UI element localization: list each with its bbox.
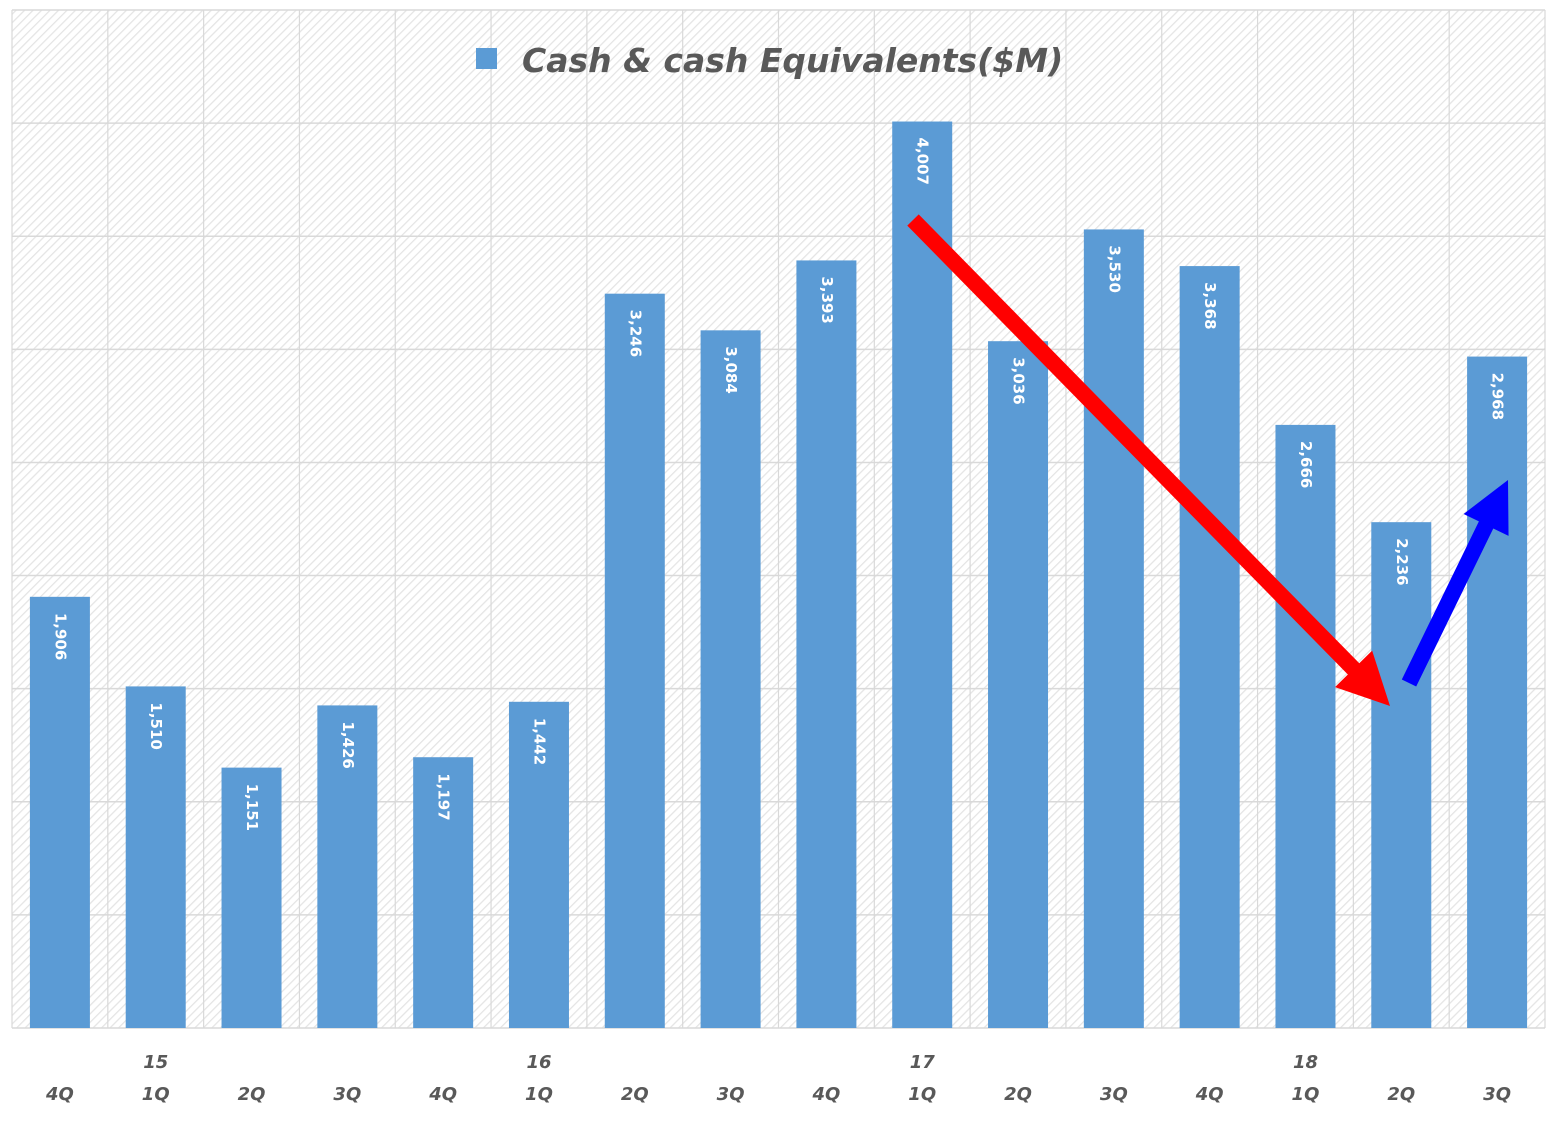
blue-up-arrow	[1401, 480, 1509, 687]
x-tick-quarter: 1Q	[142, 1084, 170, 1105]
data-label: 2,236	[1393, 538, 1411, 585]
x-tick-year: 18	[1293, 1052, 1318, 1073]
annotation-arrows	[907, 214, 1509, 707]
data-label: 4,007	[914, 138, 932, 185]
bar	[604, 293, 665, 1028]
x-tick-quarter: 3Q	[1483, 1084, 1511, 1105]
x-tick-quarter: 2Q	[1004, 1084, 1032, 1105]
x-tick-year: 15	[143, 1052, 168, 1073]
data-label: 3,393	[818, 276, 836, 323]
bar	[508, 701, 569, 1028]
data-label: 3,246	[626, 310, 644, 357]
x-tick-year: 17	[910, 1052, 936, 1073]
chart-title: Cash & cash Equivalents($M)	[522, 41, 1063, 80]
bar	[1467, 356, 1528, 1028]
bar	[317, 705, 378, 1028]
x-tick-quarter: 1Q	[908, 1084, 936, 1105]
x-tick-quarter: 4Q	[428, 1084, 457, 1105]
data-label: 3,530	[1105, 245, 1123, 292]
x-tick-quarter: 3Q	[717, 1084, 745, 1105]
x-tick-quarter: 3Q	[333, 1084, 361, 1105]
bar	[221, 767, 282, 1028]
x-tick-quarter: 4Q	[1195, 1084, 1224, 1105]
data-label: 1,151	[243, 784, 261, 831]
data-label: 1,426	[339, 721, 357, 768]
data-label: 3,368	[1201, 282, 1219, 329]
bar	[892, 121, 953, 1028]
data-label: 1,510	[147, 702, 165, 749]
data-label: 2,968	[1489, 373, 1507, 420]
x-tick-year: 16	[526, 1052, 551, 1073]
bar	[29, 596, 90, 1028]
x-tick-quarter: 2Q	[238, 1084, 266, 1105]
legend-swatch	[476, 48, 497, 69]
data-label: 2,666	[1297, 441, 1315, 488]
bars: 1,906 1,510 1,151 1,426 1,197 1,442 3,246 3,084…	[29, 121, 1528, 1029]
x-tick-quarter: 2Q	[621, 1084, 649, 1105]
x-axis: 4Q 15 1Q 2Q 3Q 4Q 16 1Q 2Q 3Q 4Q 17 1Q 2Q 3Q 4Q 18 1Q 2Q 3Q	[45, 1052, 1511, 1105]
data-label: 1,442	[530, 718, 548, 765]
bar	[988, 341, 1049, 1028]
x-tick-quarter: 4Q	[45, 1084, 74, 1105]
bar	[1371, 522, 1432, 1028]
bar	[700, 330, 761, 1028]
data-label: 3,084	[722, 346, 740, 393]
bar	[1179, 266, 1240, 1028]
data-label: 1,906	[51, 613, 69, 660]
x-tick-quarter: 1Q	[525, 1084, 553, 1105]
bar	[1275, 424, 1336, 1028]
x-tick-quarter: 1Q	[1292, 1084, 1320, 1105]
data-label: 1,197	[435, 773, 453, 820]
data-label: 3,036	[1010, 357, 1028, 404]
legend: Cash & cash Equivalents($M)	[476, 41, 1063, 80]
bar	[796, 260, 857, 1029]
x-tick-quarter: 2Q	[1387, 1084, 1415, 1105]
bar	[125, 686, 186, 1028]
bar	[413, 757, 474, 1028]
x-tick-quarter: 3Q	[1100, 1084, 1128, 1105]
bar	[1083, 229, 1144, 1029]
x-tick-quarter: 4Q	[811, 1084, 840, 1105]
red-down-arrow	[907, 214, 1390, 707]
